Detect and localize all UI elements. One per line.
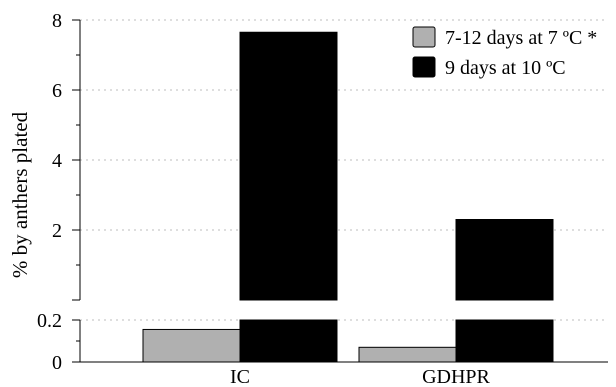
tick-label: 8: [52, 10, 62, 32]
tick-label: 6: [52, 80, 62, 102]
legend: 7-12 days at 7 ºC * 9 days at 10 ºC: [412, 26, 597, 79]
y-axis-label: % by anthers plated: [8, 111, 32, 278]
tick-label: 4: [52, 150, 62, 172]
tick-label: 2: [52, 220, 62, 242]
y-axis: 2 4 6 8 0 0.2: [37, 10, 608, 374]
legend-swatch: [412, 26, 436, 48]
category-label: GDHPR: [422, 366, 490, 387]
bar: [239, 31, 338, 301]
tick-label: 0.2: [37, 310, 62, 332]
bar-lower-segment: [455, 319, 554, 363]
category-labels: IC GDHPR: [230, 366, 491, 387]
bars: [142, 31, 554, 363]
bar: [455, 219, 554, 301]
bar: [358, 346, 457, 363]
tick-label: 0: [52, 352, 62, 374]
legend-label: 7-12 days at 7 ºC *: [445, 27, 597, 49]
legend-label: 9 days at 10 ºC: [445, 57, 566, 79]
bar-lower-segment: [239, 319, 338, 363]
legend-swatch: [412, 56, 436, 78]
bar: [142, 328, 241, 363]
category-label: IC: [230, 366, 250, 387]
